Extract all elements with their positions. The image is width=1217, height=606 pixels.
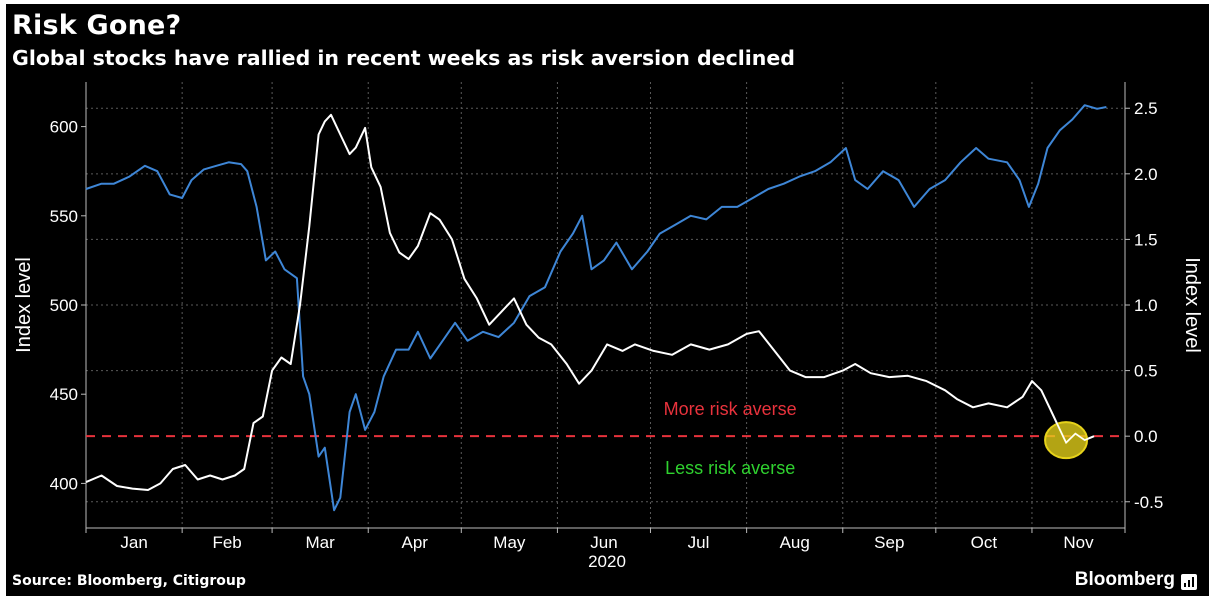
bar-chart-icon: [1181, 574, 1197, 590]
annotation-less-risk-averse: Less risk averse: [665, 458, 795, 478]
right-tick-label: -0.5: [1134, 493, 1163, 512]
x-tick-label: May: [493, 533, 526, 552]
chart-subtitle: Global stocks have rallied in recent wee…: [12, 46, 795, 70]
left-tick-label: 600: [50, 118, 78, 137]
chart-frame: Risk Gone? Global stocks have rallied in…: [6, 4, 1209, 596]
left-tick-label: 400: [50, 474, 78, 493]
right-tick-label: 2.0: [1134, 165, 1158, 184]
right-axis-label: Index level: [1181, 257, 1203, 353]
right-tick-label: 1.5: [1134, 230, 1158, 249]
left-axis-label: Index level: [13, 257, 35, 353]
x-tick-label: Nov: [1063, 533, 1094, 552]
chart-title: Risk Gone?: [12, 10, 182, 41]
right-tick-label: 0.5: [1134, 362, 1158, 381]
x-tick-label: Feb: [212, 533, 241, 552]
x-tick-label: Jan: [120, 533, 147, 552]
x-axis-year-label: 2020: [588, 552, 626, 571]
left-axis: 400 450 500 550 600: [50, 118, 86, 493]
left-tick-label: 500: [50, 296, 78, 315]
series-line-risk-aversion: [85, 113, 1095, 491]
series-layer: [85, 104, 1107, 512]
annotation-more-risk-averse: More risk averse: [664, 399, 797, 419]
line-chart: 400 450 500 550 600 -0.5 0.0 0.5 1.0 1.5 2.0 2.5 J…: [13, 82, 1203, 571]
x-tick-label: Jul: [688, 533, 710, 552]
source-note: Source: Bloomberg, Citigroup: [12, 573, 246, 589]
bloomberg-logo: Bloomberg: [1074, 569, 1175, 590]
x-tick-label: Oct: [971, 533, 998, 552]
left-tick-label: 550: [50, 207, 78, 226]
grid: [86, 82, 1126, 528]
x-tick-label: Aug: [780, 533, 810, 552]
right-tick-label: 2.5: [1134, 99, 1158, 118]
right-axis: -0.5 0.0 0.5 1.0 1.5 2.0 2.5: [1125, 99, 1163, 512]
right-tick-label: 1.0: [1134, 296, 1158, 315]
x-axis: Jan Feb Mar Apr May Jun Jul Aug Sep Oct Nov: [85, 528, 1126, 552]
left-tick-label: 450: [50, 385, 78, 404]
highlight-circle: [1044, 421, 1089, 460]
x-tick-label: Mar: [306, 533, 336, 552]
x-tick-label: Jun: [590, 533, 617, 552]
x-tick-label: Apr: [402, 533, 429, 552]
x-tick-label: Sep: [874, 533, 904, 552]
series-line-stocks: [85, 104, 1107, 512]
right-tick-label: 0.0: [1134, 427, 1158, 446]
highlight-line-segment: [1049, 409, 1095, 445]
